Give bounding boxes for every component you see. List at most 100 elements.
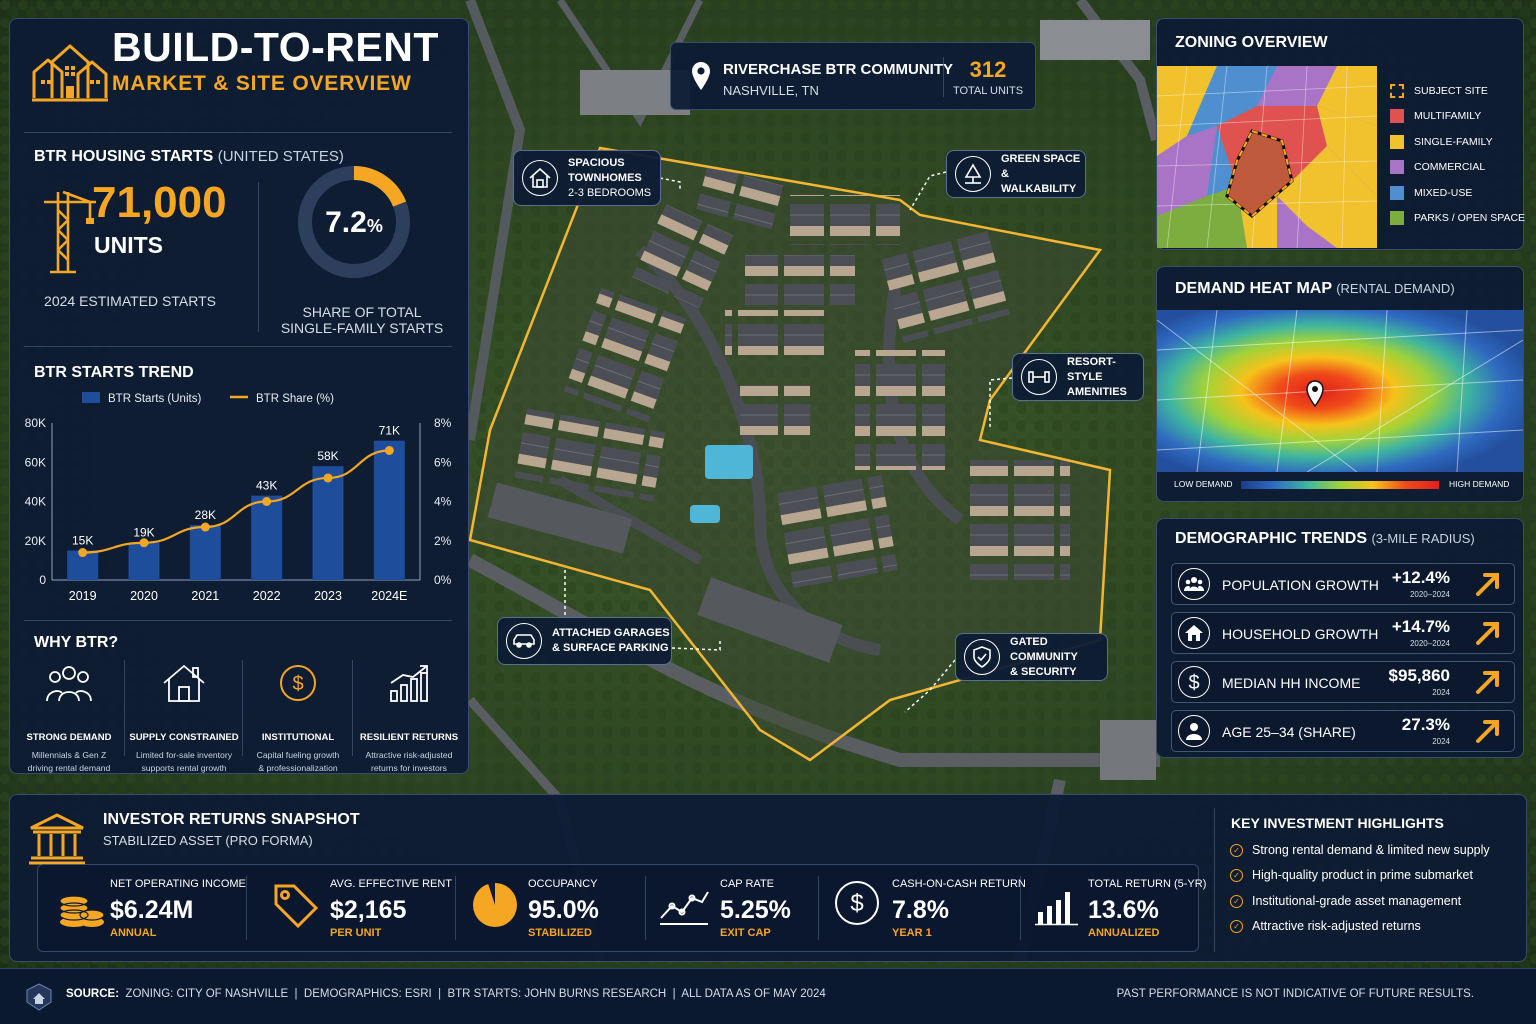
y-tick-left: 20K xyxy=(25,534,46,548)
bar-label: 15K xyxy=(72,534,93,548)
demo-row-age: AGE 25–34 (SHARE) 27.3% 2024 xyxy=(1171,710,1515,752)
demand-heat-map xyxy=(1157,310,1523,472)
y-tick-right: 6% xyxy=(434,455,452,469)
zoning-map xyxy=(1157,66,1377,248)
growth-chart-icon xyxy=(390,665,428,702)
bar xyxy=(312,466,344,580)
share-point xyxy=(323,473,333,483)
divider xyxy=(818,876,819,940)
heat-scale-bar xyxy=(1241,481,1439,489)
divider xyxy=(455,876,456,940)
arrow-up-right-icon xyxy=(1476,622,1499,645)
why-item-desc: Limited for-sale inventory supports renta… xyxy=(135,750,232,773)
check-icon: ✓ xyxy=(1230,843,1243,857)
demo-period: 2020–2024 xyxy=(1409,639,1450,648)
legend-swatch-bars xyxy=(82,392,100,403)
dollar-coin-icon: $ xyxy=(835,881,879,925)
demo-row-income: $ MEDIAN HH INCOME $95,860 2024 xyxy=(1171,661,1515,703)
page-subtitle: MARKET & SITE OVERVIEW xyxy=(112,72,412,95)
callout-townhomes[interactable]: SPACIOUS TOWNHOMES 2-3 BEDROOMS xyxy=(513,150,661,206)
dollar-coin-icon: $ xyxy=(280,665,316,701)
check-icon: ✓ xyxy=(1230,868,1243,882)
bar xyxy=(189,525,221,580)
site-location: NASHVILLE, TN xyxy=(723,83,819,98)
demo-period: 2024 xyxy=(1432,737,1450,746)
divider xyxy=(352,660,353,756)
why-item-desc: Attractive risk-adjusted returns for inve… xyxy=(365,750,453,773)
divider xyxy=(24,346,452,347)
demo-value: +12.4% xyxy=(1391,568,1450,587)
legend-single-family: SINGLE-FAMILY xyxy=(1390,135,1493,149)
highlight-item: ✓ High-quality product in prime submarket xyxy=(1230,868,1473,882)
kpi-cap-rate: CAP RATE 5.25% EXIT CAP xyxy=(656,864,816,952)
x-tick: 2020 xyxy=(130,589,158,603)
kpi-label: NET OPERATING INCOME xyxy=(110,878,246,890)
demo-period: 2024 xyxy=(1432,688,1450,697)
footer: SOURCE: ZONING: CITY OF NASHVILLE | DEMO… xyxy=(0,968,1536,1024)
legend-parks: PARKS / OPEN SPACE xyxy=(1390,211,1525,225)
callout-parking[interactable]: ATTACHED GARAGES & SURFACE PARKING xyxy=(497,617,672,665)
why-item-resilient: RESILIENT RETURNS Attractive risk-adjust… xyxy=(352,660,466,775)
investor-heading: INVESTOR RETURNS SNAPSHOT xyxy=(103,811,360,828)
x-tick: 2022 xyxy=(253,589,281,603)
kpi-value: 95.0% xyxy=(528,896,599,924)
demo-label: HOUSEHOLD GROWTH xyxy=(1222,626,1379,642)
kpi-value: 13.6% xyxy=(1088,896,1159,924)
legend-swatch xyxy=(1390,160,1404,174)
kpi-sub: STABILIZED xyxy=(528,927,592,939)
dollar-icon: $ xyxy=(1188,672,1199,693)
legend-swatch xyxy=(1390,109,1404,123)
site-units-label: TOTAL UNITS xyxy=(952,85,1024,97)
kpi-noi: NET OPERATING INCOME $6.24M ANNUAL xyxy=(50,864,246,952)
kpi-value: 5.25% xyxy=(720,896,791,924)
demographics-heading: DEMOGRAPHIC TRENDS (3-MILE RADIUS) xyxy=(1175,530,1475,547)
callout-green-space[interactable]: GREEN SPACE & WALKABILITY xyxy=(946,150,1086,198)
bank-icon xyxy=(29,813,85,865)
demo-value: 27.3% xyxy=(1401,715,1450,734)
starts-unit: UNITS xyxy=(94,232,163,258)
bar-label: 28K xyxy=(195,508,216,522)
kpi-cash-on-cash: $ CASH-ON-CASH RETURN 7.8% YEAR 1 xyxy=(830,864,1026,952)
demo-label: POPULATION GROWTH xyxy=(1222,577,1379,593)
demo-period: 2020–2024 xyxy=(1409,590,1450,599)
heat-high-label: HIGH DEMAND xyxy=(1449,479,1510,489)
home-icon xyxy=(1185,625,1203,641)
map-pin-icon xyxy=(1306,380,1324,408)
investor-subheading: STABILIZED ASSET (PRO FORMA) xyxy=(103,833,313,848)
svg-text:$: $ xyxy=(292,673,303,695)
kpi-sub: PER UNIT xyxy=(330,927,382,939)
divider xyxy=(242,660,243,756)
demo-row-population: POPULATION GROWTH +12.4% 2020–2024 xyxy=(1171,563,1515,605)
share-point xyxy=(384,445,394,455)
legend-label-bars: BTR Starts (Units) xyxy=(108,393,201,405)
housing-starts-heading: BTR HOUSING STARTS (UNITED STATES) xyxy=(34,148,344,165)
bar-label: 71K xyxy=(379,424,400,438)
bar-label: 43K xyxy=(256,479,277,493)
starts-caption: 2024 ESTIMATED STARTS xyxy=(44,293,216,309)
highlight-item: ✓ Strong rental demand & limited new supp… xyxy=(1230,843,1490,857)
house-icon xyxy=(529,168,551,188)
kpi-label: AVG. EFFECTIVE RENT xyxy=(330,878,453,890)
shield-check-icon xyxy=(973,646,991,668)
kpi-value: $2,165 xyxy=(330,896,407,924)
trend-line-icon xyxy=(660,891,709,925)
person-icon xyxy=(1186,723,1202,740)
kpi-label: TOTAL RETURN (5-YR) xyxy=(1088,878,1207,890)
zoning-heading: ZONING OVERVIEW xyxy=(1175,34,1328,51)
y-tick-left: 80K xyxy=(25,416,46,430)
bar xyxy=(251,495,283,580)
callout-gated[interactable]: GATED COMMUNITY & SECURITY xyxy=(955,633,1108,681)
y-tick-right: 2% xyxy=(434,534,452,548)
check-icon: ✓ xyxy=(1230,919,1243,933)
house-outline-icon xyxy=(163,664,205,702)
map-pin-icon xyxy=(692,62,710,90)
highlight-item: ✓ Institutional-grade asset management xyxy=(1230,894,1461,908)
kpi-sub: EXIT CAP xyxy=(720,927,771,939)
arrow-up-right-icon xyxy=(1476,573,1499,596)
callout-amenities[interactable]: RESORT-STYLE AMENITIES xyxy=(1012,353,1144,401)
heat-low-label: LOW DEMAND xyxy=(1174,479,1233,489)
x-tick: 2024E xyxy=(371,589,407,603)
bar xyxy=(373,440,405,580)
share-donut xyxy=(298,166,410,278)
kpi-sub: YEAR 1 xyxy=(892,927,932,939)
